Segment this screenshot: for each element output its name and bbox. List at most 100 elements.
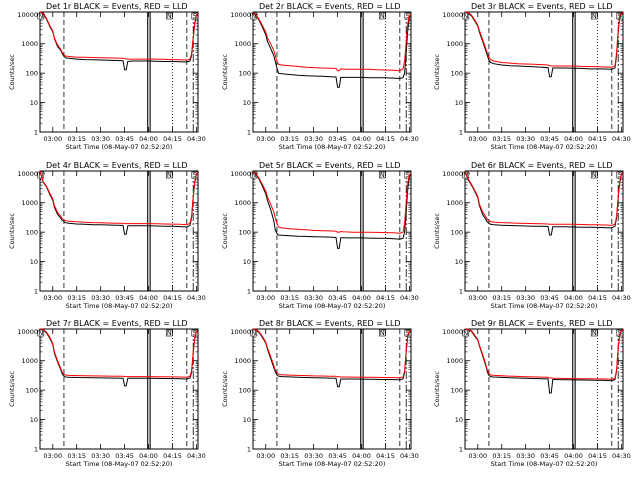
y-axis-label: Counts/sec (221, 54, 229, 90)
x-tick-label: 04:30 (612, 294, 631, 302)
plot-frame (39, 11, 199, 133)
panel-title: Det 7r BLACK = Events, RED = LLD (46, 319, 188, 328)
saa-label: N (251, 329, 256, 337)
saa-label: N (38, 12, 43, 20)
panel-title: Det 3r BLACK = Events, RED = LLD (471, 2, 613, 11)
panel-title: Det 2r BLACK = Events, RED = LLD (259, 2, 401, 11)
y-tick-label: 10 (243, 258, 251, 266)
series-events-line (39, 170, 199, 235)
y-tick-label: 10000 (17, 11, 38, 19)
series-events-line (464, 11, 624, 78)
plot-frame (39, 328, 199, 450)
saa-box (590, 12, 598, 20)
y-tick-label: 10000 (17, 328, 38, 336)
series-lld-line (39, 328, 199, 378)
x-tick-label: 03:45 (328, 294, 347, 302)
x-tick-label: 03:00 (256, 452, 275, 460)
y-tick-label: 100 (239, 229, 251, 237)
x-tick-label: 03:30 (304, 294, 323, 302)
y-tick-label: 1000 (446, 199, 463, 207)
x-tick-label: 03:15 (67, 294, 86, 302)
plot-frame (252, 170, 412, 292)
y-axis-label: Counts/sec (433, 371, 441, 407)
x-tick-label: 04:15 (163, 135, 182, 143)
saa-label: S (193, 12, 197, 20)
saa-label: N (380, 329, 385, 337)
saa-box (590, 171, 598, 179)
saa-box (378, 329, 386, 337)
y-axis-label: Counts/sec (433, 213, 441, 249)
saa-label: S (406, 171, 410, 179)
panel-title: Det 1r BLACK = Events, RED = LLD (46, 2, 188, 11)
x-tick-label: 03:00 (43, 294, 62, 302)
y-tick-label: 10 (30, 99, 38, 107)
y-tick-label: 1 (459, 446, 463, 454)
x-tick-label: 03:30 (91, 452, 110, 460)
x-tick-label: 03:45 (540, 135, 559, 143)
x-tick-label: 03:00 (468, 135, 487, 143)
x-tick-label: 03:45 (328, 135, 347, 143)
x-axis-label: Start Time (08-May-07 02:52:20) (66, 460, 173, 468)
x-tick-label: 03:15 (492, 452, 511, 460)
x-axis-label: Start Time (08-May-07 02:52:20) (491, 460, 598, 468)
x-tick-label: 04:00 (139, 452, 158, 460)
saa-label: N (167, 329, 172, 337)
x-tick-label: 03:15 (280, 294, 299, 302)
y-tick-label: 1 (247, 129, 251, 137)
x-tick-label: 04:30 (400, 135, 419, 143)
y-tick-label: 100 (26, 70, 38, 78)
saa-box (616, 171, 624, 179)
y-tick-label: 10000 (230, 170, 251, 178)
x-tick-label: 04:00 (564, 452, 583, 460)
saa-label: N (592, 171, 597, 179)
y-axis-label: Counts/sec (221, 371, 229, 407)
x-tick-label: 03:15 (67, 452, 86, 460)
saa-label: N (463, 171, 468, 179)
saa-label: N (592, 329, 597, 337)
x-tick-label: 04:15 (163, 294, 182, 302)
y-tick-label: 1000 (234, 199, 251, 207)
saa-label: N (380, 12, 385, 20)
y-axis-label: Counts/sec (8, 371, 16, 407)
y-tick-label: 1000 (446, 357, 463, 365)
x-tick-label: 03:45 (540, 452, 559, 460)
x-tick-label: 04:00 (564, 135, 583, 143)
series-lld-line (252, 328, 412, 379)
y-tick-label: 10 (30, 416, 38, 424)
plot-frame (39, 170, 199, 292)
saa-box (165, 329, 173, 337)
x-axis-label: Start Time (08-May-07 02:52:20) (491, 143, 598, 151)
y-tick-label: 1000 (234, 40, 251, 48)
saa-label: N (463, 12, 468, 20)
series-events-line (252, 171, 412, 249)
saa-box (462, 329, 470, 337)
plot-frame (464, 328, 624, 450)
x-tick-label: 03:15 (280, 452, 299, 460)
x-axis-label: Start Time (08-May-07 02:52:20) (279, 460, 386, 468)
y-tick-label: 10000 (442, 328, 463, 336)
saa-label: S (618, 171, 622, 179)
x-tick-label: 04:15 (376, 294, 395, 302)
x-tick-label: 03:30 (516, 452, 535, 460)
y-tick-label: 10000 (230, 328, 251, 336)
series-lld-line (252, 171, 412, 234)
saa-box (37, 329, 45, 337)
y-tick-label: 100 (451, 229, 463, 237)
saa-label: S (193, 329, 197, 337)
x-tick-label: 04:30 (400, 294, 419, 302)
panel-4: Det 4r BLACK = Events, RED = LLD 1 10 100 10… (8, 161, 206, 310)
y-tick-label: 10 (243, 416, 251, 424)
x-tick-label: 03:45 (328, 452, 347, 460)
x-tick-label: 03:45 (115, 294, 134, 302)
saa-label: N (592, 12, 597, 20)
plot-frame (464, 170, 624, 292)
x-tick-label: 04:00 (139, 135, 158, 143)
series-lld-line (39, 11, 199, 61)
panel-9: Det 9r BLACK = Events, RED = LLD 1 10 100 10… (433, 319, 631, 468)
panel-1: Det 1r BLACK = Events, RED = LLD 1 10 100 10… (8, 2, 206, 151)
y-tick-label: 1 (459, 129, 463, 137)
x-tick-label: 04:15 (588, 452, 607, 460)
x-tick-label: 03:45 (115, 452, 134, 460)
panel-6: Det 6r BLACK = Events, RED = LLD 1 10 100 10… (433, 161, 631, 310)
x-tick-label: 03:15 (67, 135, 86, 143)
